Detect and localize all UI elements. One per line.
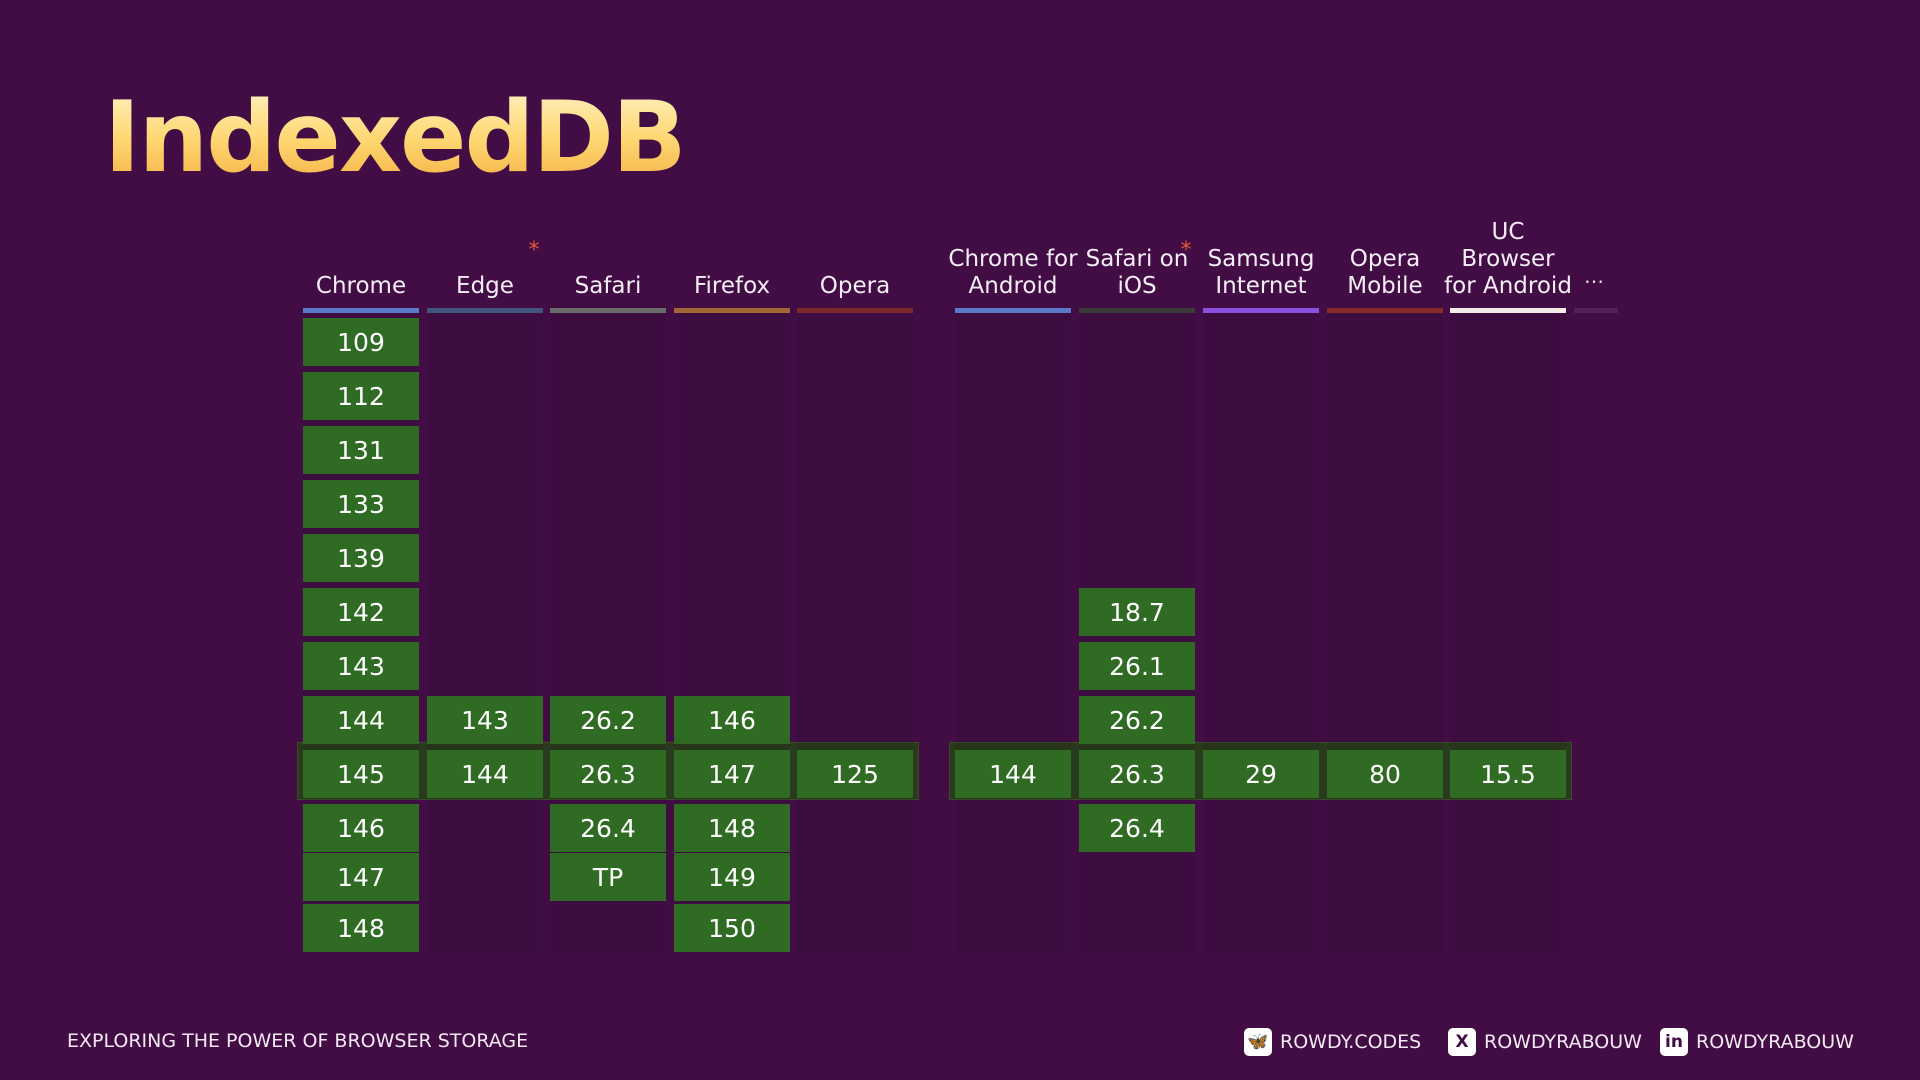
- version-cell[interactable]: 125: [797, 750, 913, 798]
- browser-name: Opera: [819, 273, 891, 299]
- version-cell[interactable]: 150: [674, 904, 790, 952]
- social-linkedin-label: ROWDYRABOUW: [1696, 1031, 1854, 1053]
- column-opera-mobile: [1327, 308, 1443, 954]
- version-cell[interactable]: 80: [1327, 750, 1443, 798]
- version-cell[interactable]: 148: [303, 904, 419, 952]
- browser-header-edge: Edge: [419, 190, 551, 300]
- version-cell[interactable]: 142: [303, 588, 419, 636]
- version-cell[interactable]: 26.4: [1079, 804, 1195, 852]
- browser-support-table: Chrome 109 112 131 133 139 142 143 144 145 146 147 1…: [295, 190, 1618, 954]
- browser-name: Chrome: [315, 273, 407, 299]
- note-asterisk-icon[interactable]: *: [1180, 238, 1192, 263]
- browser-color-bar: [550, 308, 666, 313]
- version-cell[interactable]: TP: [550, 853, 666, 901]
- version-cell[interactable]: 109: [303, 318, 419, 366]
- version-cell[interactable]: 26.4: [550, 804, 666, 852]
- social-x-label: ROWDYRABOUW: [1484, 1031, 1642, 1053]
- version-cell[interactable]: 143: [303, 642, 419, 690]
- browser-header-samsung-internet: Samsung Internet: [1195, 190, 1327, 300]
- column-chrome-for-android: [955, 308, 1071, 954]
- version-cell[interactable]: 146: [674, 696, 790, 744]
- linkedin-icon: in: [1660, 1028, 1688, 1056]
- column-samsung-internet: [1203, 308, 1319, 954]
- version-cell[interactable]: 148: [674, 804, 790, 852]
- version-cell[interactable]: 15.5: [1450, 750, 1566, 798]
- browser-name: Firefox: [693, 273, 771, 299]
- browser-header-safari: Safari: [542, 190, 674, 300]
- browser-name: Samsung Internet: [1207, 246, 1315, 299]
- browser-name: Safari on iOS: [1085, 246, 1189, 299]
- version-cell[interactable]: 147: [674, 750, 790, 798]
- browser-header-uc-browser-for-android: UC Browser for Android: [1442, 190, 1574, 300]
- footer-tagline: EXPLORING THE POWER OF BROWSER STORAGE: [67, 1030, 529, 1052]
- version-cell[interactable]: 139: [303, 534, 419, 582]
- browser-color-bar: [1079, 308, 1195, 313]
- version-cell[interactable]: 133: [303, 480, 419, 528]
- version-cell[interactable]: 29: [1203, 750, 1319, 798]
- bluesky-icon: 🦋: [1244, 1028, 1272, 1056]
- browser-color-bar: [1450, 308, 1566, 313]
- browser-header-chrome-for-android: Chrome for Android: [947, 190, 1079, 300]
- social-linkedin[interactable]: in ROWDYRABOUW: [1660, 1024, 1854, 1060]
- browser-color-bar: [955, 308, 1071, 313]
- browser-name: Edge: [456, 273, 514, 299]
- version-cell[interactable]: 26.3: [550, 750, 666, 798]
- browser-name: UC Browser for Android: [1444, 219, 1572, 299]
- version-cell[interactable]: 18.7: [1079, 588, 1195, 636]
- browser-header-opera-mobile: Opera Mobile: [1319, 190, 1451, 300]
- social-x[interactable]: X ROWDYRABOUW: [1448, 1024, 1642, 1060]
- version-cell[interactable]: 144: [427, 750, 543, 798]
- browser-header-opera: Opera: [789, 190, 921, 300]
- browser-color-bar: [427, 308, 543, 313]
- version-cell[interactable]: 143: [427, 696, 543, 744]
- version-cell[interactable]: 149: [674, 853, 790, 901]
- column-opera: [797, 308, 913, 954]
- more-browsers-label[interactable]: …: [1584, 264, 1604, 288]
- social-bluesky-label: ROWDY.CODES: [1280, 1031, 1422, 1053]
- version-cell[interactable]: 26.3: [1079, 750, 1195, 798]
- x-icon: X: [1448, 1028, 1476, 1056]
- browser-name: Opera Mobile: [1347, 246, 1423, 299]
- browser-color-bar: [674, 308, 790, 313]
- browser-header-chrome: Chrome: [295, 190, 427, 300]
- version-cell[interactable]: 26.2: [1079, 696, 1195, 744]
- note-asterisk-icon[interactable]: *: [528, 238, 540, 263]
- version-cell[interactable]: 144: [955, 750, 1071, 798]
- version-cell[interactable]: 145: [303, 750, 419, 798]
- browser-header-safari-on-ios: Safari on iOS: [1071, 190, 1203, 300]
- browser-name: Safari: [574, 273, 642, 299]
- browser-color-bar: [1327, 308, 1443, 313]
- version-cell[interactable]: 131: [303, 426, 419, 474]
- version-cell[interactable]: 26.1: [1079, 642, 1195, 690]
- browser-name: Chrome for Android: [948, 246, 1078, 299]
- version-cell[interactable]: 144: [303, 696, 419, 744]
- more-browsers-bar: [1574, 308, 1618, 313]
- version-cell[interactable]: 146: [303, 804, 419, 852]
- social-bluesky[interactable]: 🦋 ROWDY.CODES: [1244, 1024, 1421, 1060]
- browser-color-bar: [797, 308, 913, 313]
- version-cell[interactable]: 112: [303, 372, 419, 420]
- browser-color-bar: [303, 308, 419, 313]
- browser-color-bar: [1203, 308, 1319, 313]
- column-uc-browser-for-android: [1450, 308, 1566, 954]
- version-cell[interactable]: 26.2: [550, 696, 666, 744]
- column-edge: [427, 308, 543, 954]
- page-title: IndexedDB: [104, 78, 687, 198]
- browser-header-firefox: Firefox: [666, 190, 798, 300]
- version-cell[interactable]: 147: [303, 853, 419, 901]
